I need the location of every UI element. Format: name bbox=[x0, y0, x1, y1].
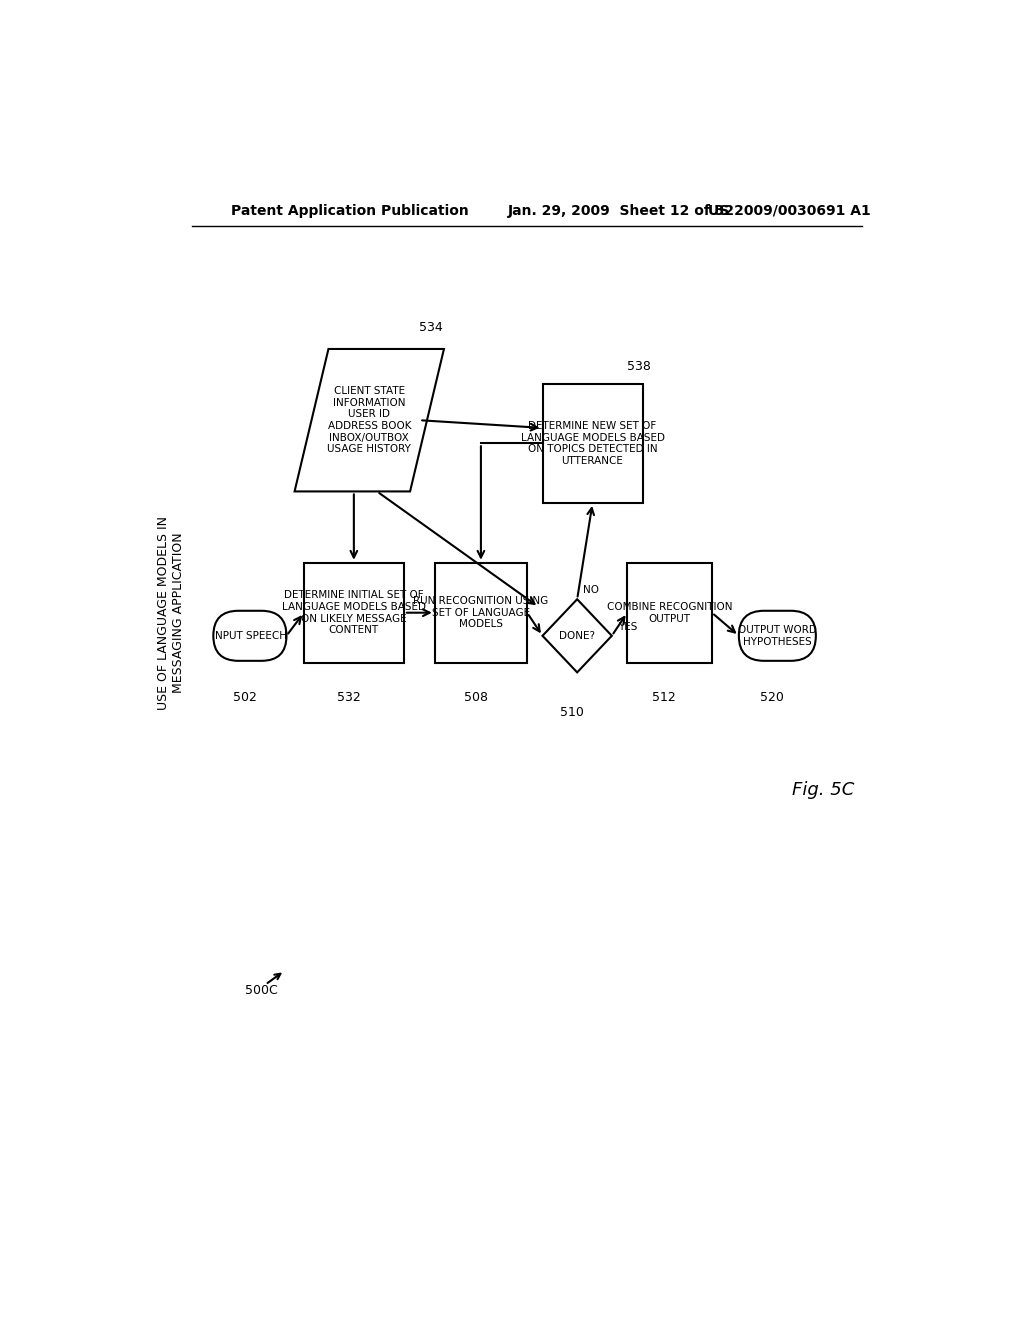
Text: DETERMINE INITIAL SET OF
LANGUAGE MODELS BASED
ON LIKELY MESSAGE
CONTENT: DETERMINE INITIAL SET OF LANGUAGE MODELS… bbox=[282, 590, 426, 635]
Text: US 2009/0030691 A1: US 2009/0030691 A1 bbox=[708, 203, 870, 218]
Text: COMBINE RECOGNITION
OUTPUT: COMBINE RECOGNITION OUTPUT bbox=[607, 602, 732, 623]
Bar bbox=[435, 562, 527, 663]
FancyBboxPatch shape bbox=[739, 611, 816, 661]
Text: NO: NO bbox=[584, 585, 599, 595]
Text: INPUT SPEECH: INPUT SPEECH bbox=[212, 631, 288, 640]
Text: 534: 534 bbox=[419, 321, 442, 334]
Text: RUN RECOGNITION USING
SET OF LANGUAGE
MODELS: RUN RECOGNITION USING SET OF LANGUAGE MO… bbox=[414, 597, 549, 630]
Text: 502: 502 bbox=[232, 690, 256, 704]
Text: 510: 510 bbox=[560, 706, 584, 719]
Polygon shape bbox=[543, 599, 611, 672]
Text: Jan. 29, 2009  Sheet 12 of 32: Jan. 29, 2009 Sheet 12 of 32 bbox=[508, 203, 735, 218]
Text: 512: 512 bbox=[652, 690, 676, 704]
Text: DONE?: DONE? bbox=[559, 631, 595, 640]
Text: CLIENT STATE
INFORMATION
USER ID
ADDRESS BOOK
INBOX/OUTBOX
USAGE HISTORY: CLIENT STATE INFORMATION USER ID ADDRESS… bbox=[328, 387, 412, 454]
Text: 520: 520 bbox=[760, 690, 784, 704]
Text: Patent Application Publication: Patent Application Publication bbox=[230, 203, 468, 218]
Text: YES: YES bbox=[617, 622, 637, 631]
Text: USE OF LANGUAGE MODELS IN
MESSAGING APPLICATION: USE OF LANGUAGE MODELS IN MESSAGING APPL… bbox=[157, 516, 184, 710]
Text: 538: 538 bbox=[627, 360, 650, 372]
Text: 500C: 500C bbox=[245, 983, 278, 997]
Text: DETERMINE NEW SET OF
LANGUAGE MODELS BASED
ON TOPICS DETECTED IN
UTTERANCE: DETERMINE NEW SET OF LANGUAGE MODELS BAS… bbox=[520, 421, 665, 466]
Bar bbox=[543, 384, 643, 503]
Bar bbox=[628, 562, 712, 663]
Bar bbox=[304, 562, 403, 663]
Text: Fig. 5C: Fig. 5C bbox=[793, 781, 855, 799]
FancyBboxPatch shape bbox=[213, 611, 287, 661]
Text: 532: 532 bbox=[337, 690, 360, 704]
Text: 508: 508 bbox=[464, 690, 487, 704]
Text: OUTPUT WORD
HYPOTHESES: OUTPUT WORD HYPOTHESES bbox=[738, 624, 817, 647]
Polygon shape bbox=[295, 348, 444, 491]
